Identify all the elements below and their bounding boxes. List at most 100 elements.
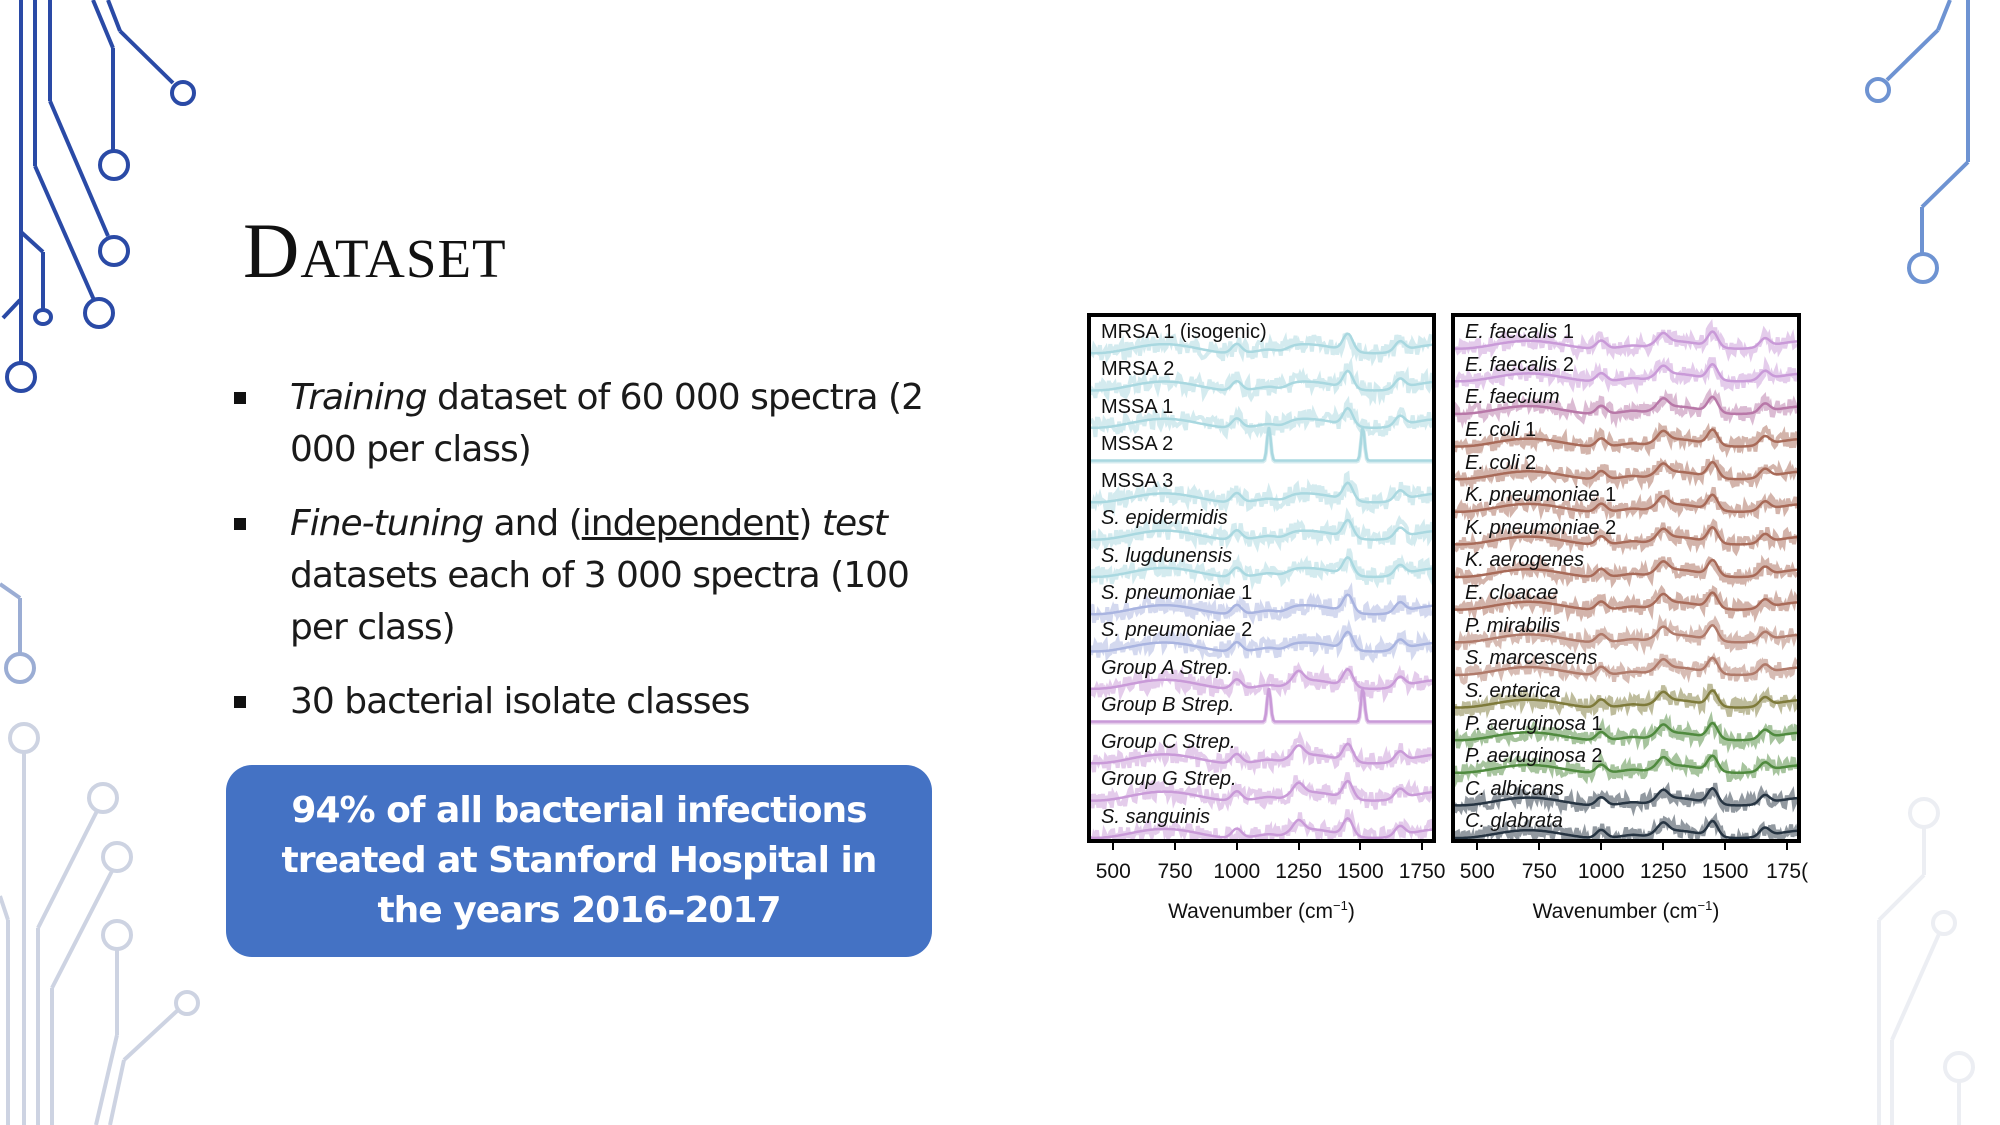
bullet-square-icon <box>234 392 246 404</box>
x-tick <box>1174 843 1176 850</box>
x-axis-label: Wavenumber (cm−1) <box>1532 898 1720 923</box>
spectrum-band <box>1091 507 1432 554</box>
bullet-text: 30 bacterial isolate classes <box>290 681 750 722</box>
bullet-text: ) <box>798 503 822 544</box>
trace-label: E. faecalis 2 <box>1465 353 1574 376</box>
spectrum-band <box>1091 395 1432 441</box>
trace-label: K. aerogenes <box>1465 549 1584 572</box>
trace-label: MSSA 2 <box>1101 432 1174 455</box>
bullet-text-italic: Fine-tuning <box>290 503 484 544</box>
x-tick <box>1724 843 1727 850</box>
trace-label: MSSA 1 <box>1101 395 1174 418</box>
spectrum-mean-line <box>1091 369 1432 392</box>
spectra-panel-right: E. faecalis 1 E. faecalis 2 E. faecium E. c… <box>1451 313 1801 843</box>
spectrum-mean-line <box>1455 591 1797 611</box>
bullet-text: dataset of 60 000 spectra (2 000 per cla… <box>290 377 924 470</box>
spectrum-band <box>1455 584 1797 623</box>
bullet-square-icon <box>234 518 246 530</box>
trace-label: MSSA 3 <box>1101 470 1174 493</box>
bullet-text: datasets each of 3 000 spectra (100 per … <box>290 555 910 648</box>
x-tick <box>1662 843 1665 850</box>
trace-label: E. coli 2 <box>1465 451 1537 474</box>
trace-label: E. faecium <box>1465 386 1560 409</box>
spectrum-mean-line <box>1455 754 1797 775</box>
trace-label: MRSA 2 <box>1101 358 1175 381</box>
x-tick <box>1112 843 1115 850</box>
spectrum-mean-line <box>1091 406 1432 429</box>
trace-label: Group G Strep. <box>1101 768 1237 791</box>
trace-label: E. coli 1 <box>1465 418 1537 441</box>
x-tick-label: 1000 <box>1213 860 1261 883</box>
bullet-item: 30 bacterial isolate classes <box>234 676 934 728</box>
bullet-item: Fine-tuning and (independent) test datas… <box>234 498 934 654</box>
x-tick <box>1600 843 1603 850</box>
trace-label: P. aeruginosa 1 <box>1465 712 1603 735</box>
spectrum-mean-line <box>1455 558 1797 579</box>
circuit-bottom-left <box>0 722 200 1125</box>
x-tick <box>1297 843 1300 850</box>
spectrum-mean-line <box>1091 556 1432 579</box>
x-tick <box>1421 843 1424 850</box>
trace-label: P. aeruginosa 2 <box>1465 745 1603 768</box>
trace-label: Group B Strep. <box>1101 693 1235 716</box>
trace-label: S. lugdunensis <box>1101 544 1233 567</box>
slide-title: Dataset <box>243 207 507 294</box>
spectrum-mean-line <box>1091 426 1432 462</box>
x-tick <box>1476 843 1479 850</box>
trace-label: S. pneumoniae 1 <box>1101 582 1253 604</box>
bullet-text-italic: test <box>821 503 888 544</box>
spectra-panel-left: MRSA 1 (isogenic) MRSA 2 MSSA 1 MSSA 2 MSSA … <box>1087 313 1436 843</box>
spectrum-band <box>1455 518 1797 557</box>
spectrum-mean-line <box>1091 332 1432 355</box>
x-tick <box>1786 843 1789 850</box>
spectrum-mean-line <box>1091 687 1432 723</box>
trace-label: MRSA 1 (isogenic) <box>1101 321 1267 343</box>
x-tick-label: 1750 <box>1398 860 1446 883</box>
spectrum-mean-line <box>1455 721 1797 742</box>
trace-label: S. pneumoniae 2 <box>1101 619 1253 642</box>
x-tick-label: 1250 <box>1275 860 1322 883</box>
callout-text: 94% of all bacterial infections treated … <box>281 790 878 931</box>
trace-label: C. glabrata <box>1465 810 1563 833</box>
spectrum-mean-line <box>1091 667 1432 690</box>
x-tick-label: 1500 <box>1336 860 1384 883</box>
circuit-top-right <box>1865 0 1970 284</box>
trace-label: K. pneumoniae 2 <box>1465 516 1617 539</box>
spectrum-mean-line <box>1091 742 1432 765</box>
x-axis-label: Wavenumber (cm−1) <box>1168 898 1355 923</box>
spectra-traces <box>1091 331 1432 839</box>
trace-label: E. cloacae <box>1465 582 1559 604</box>
trace-label: K. pneumoniae 1 <box>1465 484 1617 507</box>
x-tick-label: 500 <box>1095 860 1131 883</box>
trace-label: E. faecalis 1 <box>1465 321 1574 343</box>
spectrum-band <box>1455 652 1797 686</box>
spectrum-mean-line <box>1455 330 1797 350</box>
spectrum-band <box>1091 772 1432 812</box>
x-tick-label: 1250 <box>1639 860 1687 883</box>
spectrum-mean-line <box>1455 362 1797 383</box>
spectrum-mean-line <box>1455 689 1797 709</box>
trace-label: S. sanguinis <box>1101 805 1210 828</box>
circuit-bottom-right <box>1877 797 1975 1125</box>
x-tick-label: 750 <box>1521 860 1557 883</box>
spectrum-mean-line <box>1455 786 1797 807</box>
spectrum-mean-line <box>1091 630 1432 653</box>
spectrum-mean-line <box>1091 593 1432 616</box>
trace-label: S. marcescens <box>1465 647 1598 670</box>
x-tick <box>1359 843 1362 850</box>
x-tick-label: 175( <box>1766 860 1809 883</box>
x-tick <box>1235 843 1238 850</box>
bullet-square-icon <box>234 696 246 708</box>
trace-label: C. albicans <box>1465 777 1564 800</box>
bullet-text-italic: Training <box>290 377 428 418</box>
raman-spectra-figure: MRSA 1 (isogenic) MRSA 2 MSSA 1 MSSA 2 MSSA … <box>1080 300 1840 960</box>
trace-label: S. enterica <box>1465 679 1561 702</box>
bullet-list: Training dataset of 60 000 spectra (2 00… <box>234 372 934 750</box>
bullet-item: Training dataset of 60 000 spectra (2 00… <box>234 372 934 476</box>
callout-box: 94% of all bacterial infections treated … <box>226 765 932 957</box>
spectrum-mean-line <box>1455 623 1797 644</box>
spectrum-band <box>1455 318 1797 363</box>
spectrum-mean-line <box>1455 493 1797 514</box>
spectrum-mean-line <box>1455 428 1797 448</box>
